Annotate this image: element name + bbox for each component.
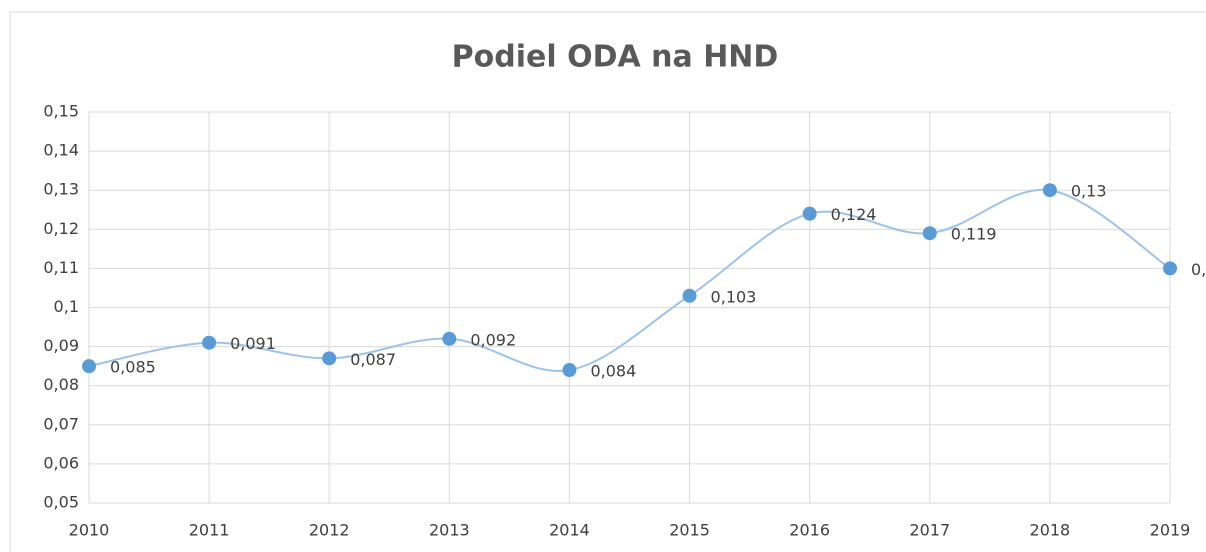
y-tick-label: 0,05 (43, 493, 79, 512)
data-label: 0,092 (470, 330, 516, 349)
chart-title: Podiel ODA na HND (452, 40, 779, 75)
point (562, 363, 577, 378)
x-tick-label: 2014 (549, 521, 590, 540)
data-label: 0,091 (230, 334, 276, 353)
y-tick-label: 0,15 (43, 102, 79, 121)
x-tick-label: 2019 (1150, 521, 1191, 540)
point (202, 335, 217, 350)
data-label: 0,085 (110, 358, 156, 377)
chart-frame (9, 11, 1206, 552)
x-tick-label: 2016 (789, 521, 830, 540)
point (802, 206, 817, 221)
point (1163, 261, 1177, 276)
point (322, 351, 337, 366)
data-label: 0,119 (951, 225, 997, 244)
data-label: 0,103 (711, 287, 757, 306)
y-tick-label: 0,06 (43, 453, 79, 472)
point (442, 331, 457, 346)
x-tick-label: 2015 (669, 521, 710, 540)
x-tick-label: 2013 (429, 521, 470, 540)
series-line (88, 188, 1171, 372)
x-tick-label: 2011 (189, 521, 230, 540)
point (922, 226, 937, 241)
y-tick-label: 0,12 (43, 219, 79, 238)
y-tick-label: 0,09 (43, 336, 79, 355)
point (1042, 183, 1057, 198)
data-label: 0,087 (350, 350, 396, 369)
x-tick-label: 2018 (1030, 521, 1071, 540)
data-label: 0,11 (1191, 260, 1206, 279)
x-tick-label: 2010 (69, 521, 110, 540)
y-tick-label: 0,07 (43, 414, 79, 433)
point (682, 288, 697, 303)
y-tick-label: 0,1 (54, 297, 79, 316)
y-tick-label: 0,11 (43, 258, 79, 277)
y-tick-label: 0,08 (43, 375, 79, 394)
x-tick-label: 2012 (309, 521, 350, 540)
data-label: 0,124 (831, 205, 877, 224)
point (82, 359, 96, 374)
data-label: 0,084 (590, 362, 636, 381)
x-tick-label: 2017 (909, 521, 950, 540)
data-label: 0,13 (1071, 182, 1107, 201)
y-tick-label: 0,13 (43, 180, 79, 199)
y-tick-label: 0,14 (43, 141, 79, 160)
